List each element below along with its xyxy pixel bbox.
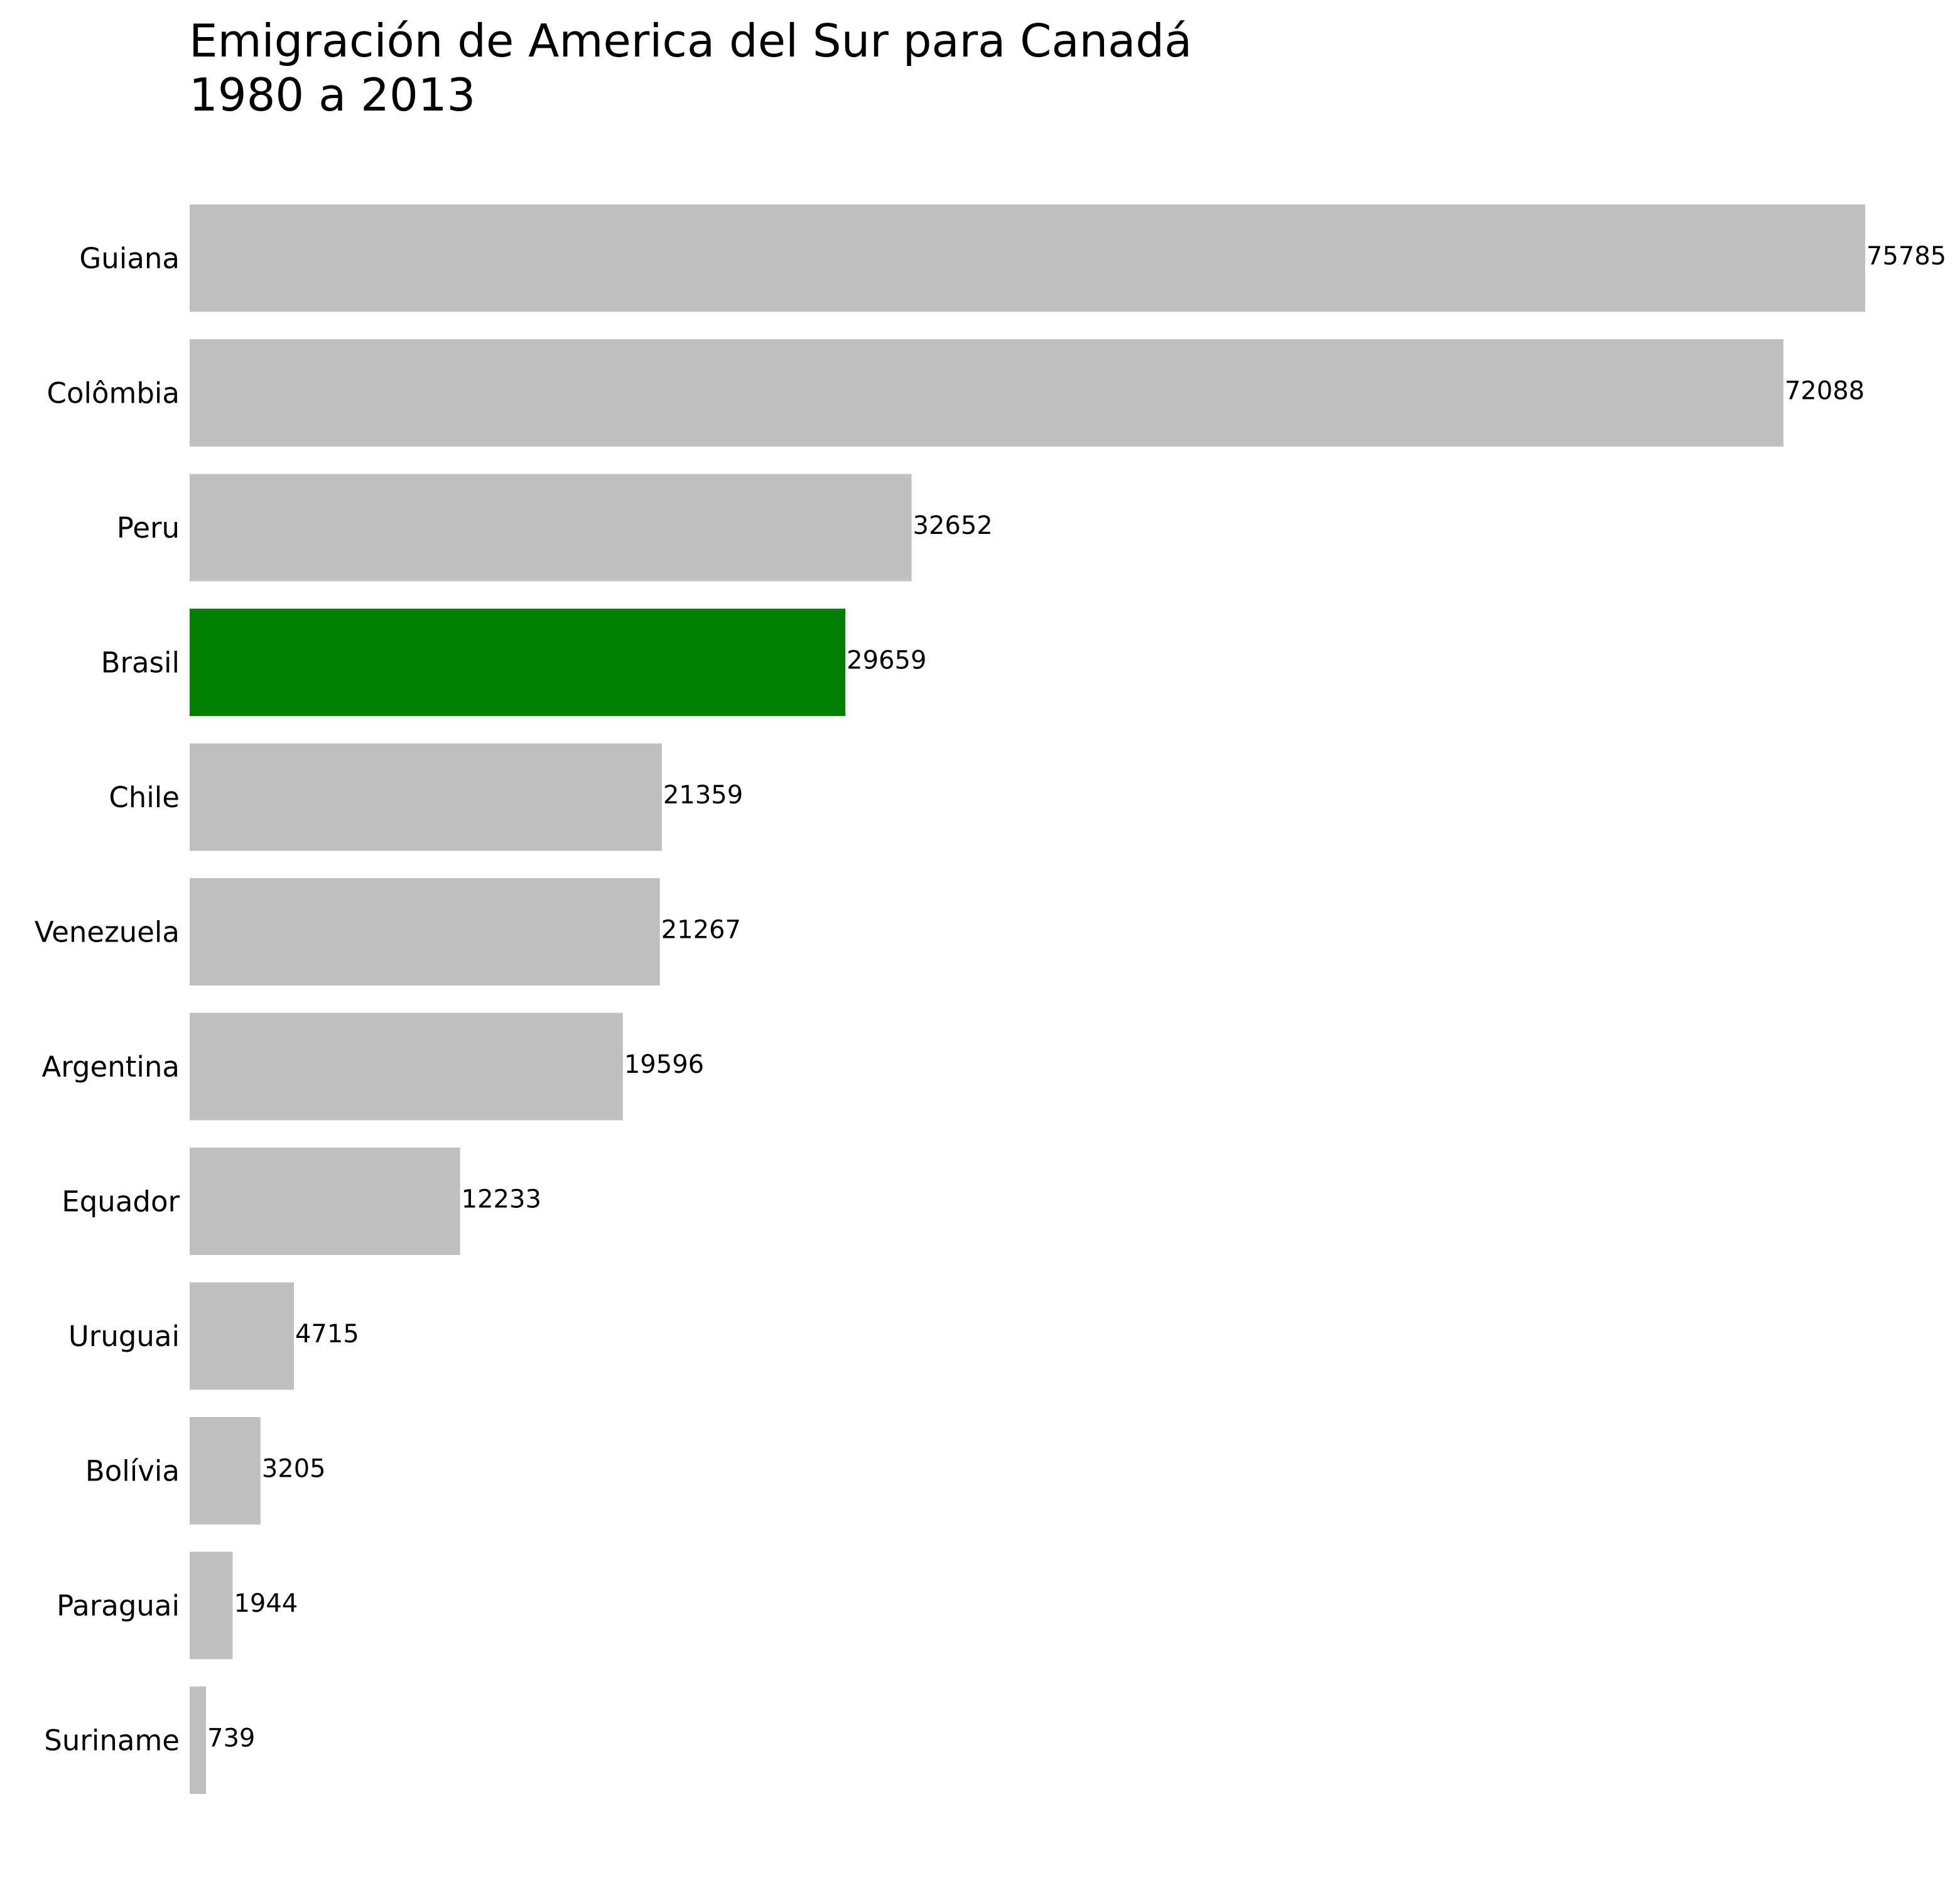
category-label-10: Paraguai [57,1589,180,1622]
bar-4 [190,743,662,851]
category-label-6: Argentina [41,1050,180,1084]
chart-title: Emigración de America del Sur para Canad… [189,14,1193,121]
value-label-1: 72088 [1785,377,1865,406]
value-label-11: 739 [207,1724,255,1753]
bar-1 [190,339,1784,447]
category-label-7: Equador [62,1185,180,1219]
category-label-3: Brasil [101,646,180,680]
category-label-1: Colômbia [47,377,180,410]
value-label-9: 3205 [262,1455,326,1484]
value-label-5: 21267 [661,916,741,945]
category-label-9: Bolívia [85,1455,180,1488]
bar-5 [190,878,660,986]
bar-6 [190,1013,623,1121]
value-label-7: 12233 [462,1185,541,1214]
bar-2 [190,474,912,582]
value-label-3: 29659 [847,646,926,675]
category-label-8: Uruguai [68,1320,180,1353]
value-label-0: 75785 [1866,242,1946,271]
category-label-0: Guiana [79,242,180,275]
category-label-5: Venezuela [35,916,180,949]
bar-9 [190,1417,261,1524]
value-label-6: 19596 [624,1050,704,1079]
bar-8 [190,1282,294,1390]
value-label-2: 32652 [913,511,993,540]
value-label-8: 4715 [295,1320,359,1349]
bar-10 [190,1551,233,1660]
value-label-10: 1944 [234,1589,298,1618]
bar-3 [190,609,846,716]
category-label-4: Chile [109,781,180,814]
category-label-2: Peru [117,511,180,545]
bar-11 [190,1687,207,1794]
value-label-4: 21359 [663,781,743,810]
category-label-11: Suriname [44,1724,180,1757]
bar-0 [190,204,1865,312]
bar-7 [190,1148,460,1255]
